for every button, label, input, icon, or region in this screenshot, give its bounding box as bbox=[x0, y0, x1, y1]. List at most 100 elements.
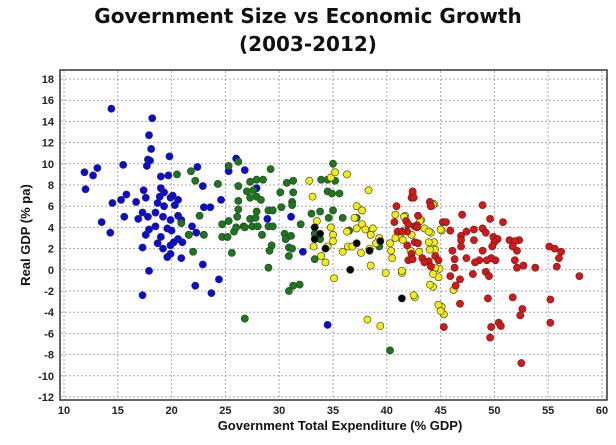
data-point bbox=[224, 217, 233, 225]
data-point bbox=[249, 186, 258, 195]
data-point bbox=[414, 211, 422, 220]
y-tick-label: 2 bbox=[48, 244, 54, 256]
data-point bbox=[156, 172, 165, 181]
x-tick-label: 45 bbox=[434, 405, 446, 417]
data-point bbox=[516, 311, 525, 320]
data-point bbox=[546, 318, 555, 327]
y-tick-label: 6 bbox=[48, 201, 54, 213]
data-point bbox=[119, 160, 128, 169]
data-point bbox=[425, 280, 434, 289]
x-tick-label: 60 bbox=[596, 405, 608, 417]
chart-subtitle: (2003-2012) bbox=[239, 32, 377, 56]
data-point bbox=[284, 287, 293, 295]
grid bbox=[61, 71, 606, 399]
data-point bbox=[436, 225, 445, 234]
y-tick-label: 16 bbox=[42, 95, 54, 107]
data-point bbox=[329, 159, 337, 168]
plot-frame bbox=[59, 69, 608, 401]
data-point bbox=[257, 195, 265, 204]
data-point bbox=[343, 227, 351, 236]
data-point bbox=[173, 170, 181, 179]
data-point bbox=[448, 246, 457, 255]
data-point bbox=[487, 323, 496, 331]
data-point bbox=[434, 256, 443, 265]
data-point bbox=[478, 246, 487, 255]
data-point bbox=[164, 171, 173, 180]
data-point bbox=[326, 223, 335, 232]
data-point bbox=[213, 180, 222, 188]
data-point bbox=[510, 256, 519, 265]
data-point bbox=[159, 212, 167, 221]
data-point bbox=[151, 208, 160, 217]
data-point bbox=[404, 220, 413, 229]
data-point bbox=[415, 247, 423, 256]
data-point bbox=[287, 212, 295, 221]
data-point bbox=[386, 346, 394, 355]
data-point bbox=[153, 199, 162, 207]
data-point bbox=[138, 243, 147, 252]
data-point bbox=[462, 227, 471, 236]
data-point bbox=[513, 263, 521, 272]
data-point bbox=[485, 272, 493, 281]
data-point bbox=[366, 230, 375, 239]
data-point bbox=[97, 218, 106, 226]
data-point bbox=[508, 293, 517, 302]
data-point bbox=[408, 187, 417, 196]
data-point bbox=[184, 230, 193, 239]
data-point bbox=[80, 168, 89, 177]
data-point bbox=[397, 266, 406, 275]
data-point bbox=[122, 190, 131, 199]
data-point bbox=[484, 294, 492, 303]
data-point bbox=[177, 254, 186, 263]
y-tick-label: -12 bbox=[38, 392, 54, 404]
x-tick-label: 35 bbox=[327, 405, 339, 417]
data-point bbox=[456, 275, 464, 284]
data-point bbox=[376, 237, 385, 246]
data-point bbox=[458, 210, 467, 219]
data-point bbox=[429, 270, 437, 278]
data-point bbox=[310, 235, 319, 243]
data-point bbox=[323, 321, 332, 329]
data-point bbox=[324, 213, 333, 222]
data-point bbox=[145, 225, 153, 234]
data-point bbox=[223, 233, 232, 241]
data-point bbox=[266, 165, 275, 173]
data-point bbox=[496, 322, 505, 330]
data-point bbox=[363, 315, 372, 324]
data-point bbox=[308, 192, 317, 201]
data-point bbox=[199, 230, 208, 239]
y-axis-label: Real GDP (% pa) bbox=[18, 184, 33, 286]
data-point bbox=[399, 236, 407, 245]
data-point bbox=[148, 114, 157, 123]
data-point bbox=[108, 199, 117, 207]
data-point bbox=[456, 299, 464, 308]
data-point bbox=[310, 223, 319, 232]
data-point bbox=[81, 185, 90, 194]
data-point bbox=[252, 175, 261, 184]
y-tick-label: -8 bbox=[44, 350, 54, 362]
y-tick-label: 8 bbox=[48, 180, 54, 192]
data-point bbox=[352, 202, 361, 211]
data-point bbox=[397, 294, 406, 303]
data-point bbox=[427, 262, 435, 271]
data-point bbox=[117, 195, 125, 204]
data-point bbox=[321, 244, 330, 253]
data-point bbox=[217, 195, 225, 204]
data-point bbox=[326, 173, 335, 182]
data-point bbox=[338, 247, 347, 256]
data-point bbox=[531, 263, 540, 272]
data-point bbox=[451, 281, 460, 290]
data-point bbox=[166, 249, 175, 258]
x-tick-label: 50 bbox=[488, 405, 500, 417]
data-point bbox=[107, 104, 116, 113]
data-point bbox=[424, 238, 433, 247]
data-point bbox=[166, 216, 175, 224]
data-point bbox=[328, 189, 336, 198]
data-point bbox=[160, 188, 168, 197]
data-point bbox=[156, 233, 165, 241]
data-point bbox=[352, 224, 361, 233]
data-point bbox=[151, 222, 160, 231]
data-point bbox=[198, 182, 207, 190]
data-point bbox=[409, 291, 418, 300]
